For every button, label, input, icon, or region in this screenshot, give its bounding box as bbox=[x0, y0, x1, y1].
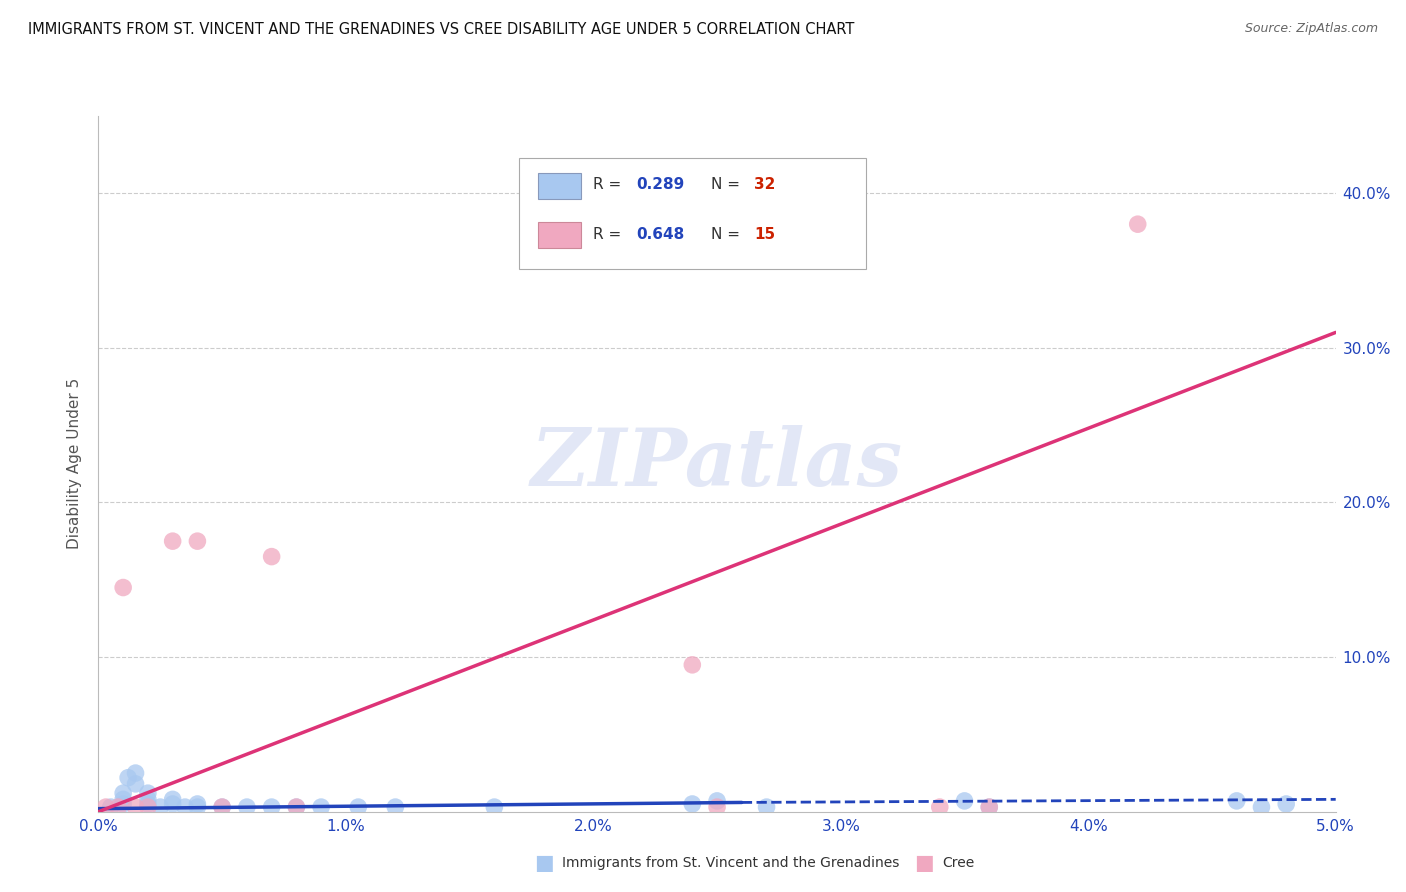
Text: 0.289: 0.289 bbox=[637, 177, 685, 192]
Point bbox=[94, 800, 117, 814]
Point bbox=[285, 800, 308, 814]
Text: R =: R = bbox=[593, 227, 627, 242]
Point bbox=[1250, 800, 1272, 814]
Text: ■: ■ bbox=[534, 854, 554, 873]
FancyBboxPatch shape bbox=[519, 158, 866, 269]
Point bbox=[484, 800, 506, 814]
Point bbox=[928, 800, 950, 814]
Point bbox=[186, 534, 208, 549]
Point bbox=[755, 800, 778, 814]
Text: N =: N = bbox=[711, 227, 745, 242]
Point bbox=[117, 771, 139, 785]
Point bbox=[112, 786, 135, 800]
Point bbox=[136, 786, 159, 800]
Y-axis label: Disability Age Under 5: Disability Age Under 5 bbox=[67, 378, 83, 549]
Point bbox=[309, 800, 332, 814]
Text: 15: 15 bbox=[754, 227, 775, 242]
Point bbox=[136, 792, 159, 806]
FancyBboxPatch shape bbox=[537, 173, 581, 200]
Point bbox=[124, 777, 146, 791]
Point bbox=[260, 549, 283, 564]
FancyBboxPatch shape bbox=[537, 222, 581, 248]
Point bbox=[211, 800, 233, 814]
Point bbox=[979, 800, 1001, 814]
Point bbox=[112, 581, 135, 595]
Point bbox=[107, 800, 129, 814]
Text: ZIPatlas: ZIPatlas bbox=[531, 425, 903, 502]
Point bbox=[124, 800, 146, 814]
Text: IMMIGRANTS FROM ST. VINCENT AND THE GRENADINES VS CREE DISABILITY AGE UNDER 5 CO: IMMIGRANTS FROM ST. VINCENT AND THE GREN… bbox=[28, 22, 855, 37]
Text: 0.648: 0.648 bbox=[637, 227, 685, 242]
Text: Source: ZipAtlas.com: Source: ZipAtlas.com bbox=[1244, 22, 1378, 36]
Point bbox=[681, 797, 703, 811]
Point bbox=[681, 657, 703, 672]
Point bbox=[347, 800, 370, 814]
Point bbox=[149, 800, 172, 814]
Point bbox=[124, 766, 146, 780]
Text: R =: R = bbox=[593, 177, 627, 192]
Point bbox=[186, 800, 208, 814]
Point bbox=[260, 800, 283, 814]
Point bbox=[100, 800, 122, 814]
Point bbox=[136, 800, 159, 814]
Point bbox=[174, 800, 197, 814]
Point bbox=[979, 800, 1001, 814]
Point bbox=[236, 800, 259, 814]
Text: 32: 32 bbox=[754, 177, 776, 192]
Text: ■: ■ bbox=[914, 854, 934, 873]
Point bbox=[112, 792, 135, 806]
Point bbox=[384, 800, 406, 814]
Point bbox=[1226, 794, 1249, 808]
Point bbox=[162, 534, 184, 549]
Text: Immigrants from St. Vincent and the Grenadines: Immigrants from St. Vincent and the Gren… bbox=[562, 856, 900, 871]
Point bbox=[112, 797, 135, 811]
Point bbox=[285, 800, 308, 814]
Point bbox=[953, 794, 976, 808]
Point bbox=[211, 800, 233, 814]
Point bbox=[706, 800, 728, 814]
Point bbox=[186, 797, 208, 811]
Point bbox=[162, 792, 184, 806]
Text: N =: N = bbox=[711, 177, 745, 192]
Point bbox=[706, 794, 728, 808]
Point bbox=[136, 797, 159, 811]
Point bbox=[1126, 217, 1149, 231]
Text: Cree: Cree bbox=[942, 856, 974, 871]
Point bbox=[162, 797, 184, 811]
Point bbox=[1275, 797, 1298, 811]
